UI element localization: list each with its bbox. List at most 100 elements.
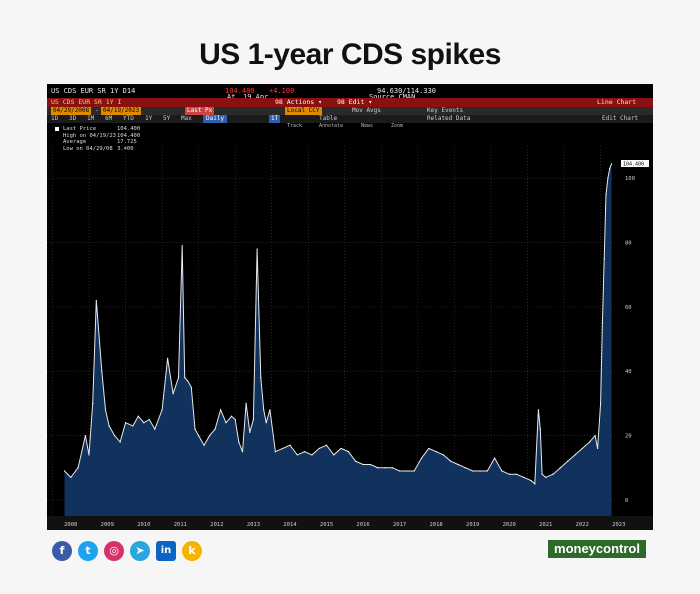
data-point — [172, 393, 174, 395]
data-point — [325, 444, 328, 446]
data-point — [501, 470, 503, 472]
facebook-icon[interactable]: f — [52, 541, 72, 561]
tab-1d[interactable]: 1D — [51, 115, 59, 122]
data-point — [143, 422, 145, 424]
data-point — [457, 463, 459, 466]
twitter-icon[interactable]: t — [78, 541, 98, 561]
field-label[interactable]: US CDS EUR SR 1Y I — [51, 98, 122, 106]
moneycontrol-logo: moneycontrol — [548, 540, 646, 558]
data-point — [113, 434, 116, 437]
actions-label: Actions — [286, 98, 315, 106]
linkedin-icon[interactable]: in — [156, 541, 176, 561]
key-events-toggle[interactable]: Key Events — [427, 107, 464, 114]
zoom-tool[interactable]: Zoom — [391, 123, 404, 129]
data-point — [537, 409, 540, 411]
frequency-select[interactable]: Daily — [203, 115, 228, 123]
tab-1m[interactable]: 1M — [87, 115, 95, 122]
data-point — [541, 473, 543, 475]
data-point — [190, 386, 192, 388]
data-point — [377, 467, 379, 469]
cds-area — [64, 164, 612, 516]
data-point — [607, 177, 609, 179]
data-point — [269, 409, 271, 411]
data-point — [552, 473, 554, 475]
tab-ytd[interactable]: YTD — [123, 115, 134, 122]
data-point — [88, 454, 90, 456]
data-point — [256, 248, 258, 250]
data-point — [479, 470, 481, 472]
data-point — [187, 380, 189, 382]
source-label: Source CMAN — [369, 93, 416, 101]
data-point — [599, 402, 602, 404]
view-label: Line Chart — [597, 98, 637, 106]
data-point — [101, 370, 103, 372]
bloomberg-terminal: US CDS EUR SR 1Y D14 104.400 +4.100 94.6… — [47, 84, 653, 530]
data-point — [137, 415, 139, 417]
data-point — [594, 434, 596, 437]
quote-header: US CDS EUR SR 1Y D14 104.400 +4.100 94.6… — [47, 84, 653, 98]
data-point — [95, 299, 97, 302]
y-tick-label: 40 — [625, 369, 632, 375]
koo-icon[interactable]: k — [182, 541, 202, 561]
y-tick-label: 100 — [625, 176, 635, 182]
track-tool[interactable]: Track — [287, 123, 303, 129]
data-point — [333, 454, 335, 456]
data-point — [274, 451, 276, 453]
chart-type-select[interactable]: 1T — [269, 115, 281, 123]
data-point — [119, 441, 121, 443]
range-value: 94.630/114.330 — [377, 87, 437, 95]
data-point — [318, 447, 320, 450]
y-tick-label: 80 — [625, 241, 632, 247]
data-point — [203, 444, 205, 446]
tab-3d[interactable]: 3D — [69, 115, 77, 122]
x-tick-label: 2016 — [356, 522, 369, 528]
tab-6m[interactable]: 6M — [105, 115, 113, 122]
edit-label: Edit — [348, 98, 365, 106]
data-point — [534, 483, 536, 485]
edit-chart-button[interactable]: Edit Chart — [602, 115, 639, 122]
data-point — [311, 454, 313, 456]
data-point — [603, 258, 605, 260]
data-point — [450, 460, 452, 462]
x-tick-label: 2008 — [64, 522, 77, 528]
data-point — [609, 167, 611, 170]
x-tick-label: 2018 — [430, 522, 443, 528]
currency-field[interactable]: Local CCY — [285, 107, 322, 115]
telegram-icon[interactable]: ➤ — [130, 541, 150, 561]
x-tick-label: 2020 — [503, 522, 516, 528]
x-tick-label: 2015 — [320, 522, 333, 528]
chart-toolbar: Track Annotate News Zoom — [267, 123, 653, 130]
related-data-button[interactable]: Related Data — [427, 115, 471, 122]
news-tool[interactable]: News — [361, 123, 374, 129]
actions-menu[interactable]: 98 Actions ▾ — [275, 98, 322, 106]
mov-avgs-toggle[interactable]: Mov Avgs — [352, 107, 381, 114]
tab-1y[interactable]: 1Y — [145, 115, 153, 122]
data-point — [391, 467, 393, 469]
data-point — [260, 377, 262, 379]
data-point — [154, 428, 156, 430]
last-px-field[interactable]: Last Px — [185, 107, 215, 115]
y-tick-label: 0 — [625, 498, 628, 504]
data-point — [208, 434, 211, 437]
data-point — [238, 441, 240, 443]
data-point — [515, 473, 518, 475]
data-point — [574, 454, 576, 456]
data-point — [241, 451, 244, 453]
data-point — [588, 441, 591, 443]
table-button[interactable]: Table — [319, 115, 338, 122]
tab-max[interactable]: Max — [181, 115, 192, 122]
change-value: +4.100 — [269, 87, 295, 95]
data-point — [523, 476, 525, 478]
instagram-icon[interactable]: ◎ — [104, 541, 124, 561]
start-date-field[interactable]: 04/29/2008 — [51, 107, 92, 115]
data-point — [124, 422, 127, 424]
data-point — [263, 409, 265, 411]
data-point — [234, 418, 236, 421]
edit-menu[interactable]: 98 Edit ▾ — [337, 98, 373, 106]
data-point — [104, 409, 107, 411]
x-tick-label: 2012 — [210, 522, 223, 528]
data-point — [70, 476, 72, 478]
annotate-tool[interactable]: Annotate — [319, 123, 344, 129]
tab-5y[interactable]: 5Y — [163, 115, 171, 122]
end-date-field[interactable]: 04/19/2023 — [101, 107, 142, 115]
